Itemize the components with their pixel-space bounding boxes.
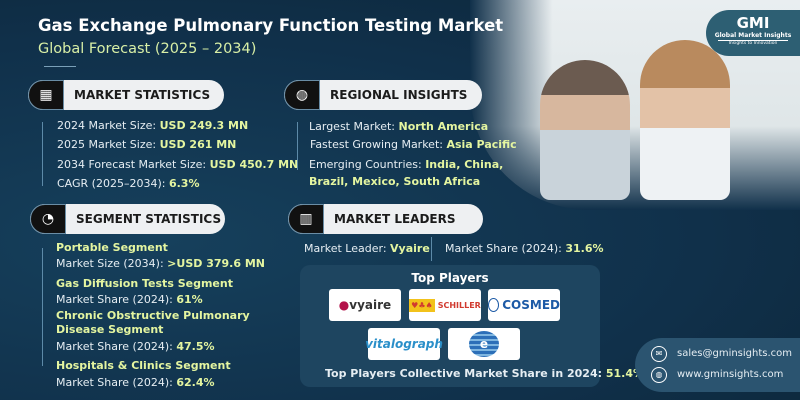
page-subtitle: Global Forecast (2025 – 2034) (38, 41, 257, 57)
segment-item: Market Share (2024): 62.4% (56, 376, 215, 389)
website-link[interactable]: www.gminsights.com (677, 369, 784, 380)
timeline-line (42, 122, 43, 186)
segment-name: Gas Diffusion Tests Segment (56, 277, 233, 290)
section-heading: MARKET LEADERS (334, 212, 456, 226)
page-title: Gas Exchange Pulmonary Function Testing … (38, 16, 504, 35)
market-leader: Market Leader: Vyaire (304, 242, 430, 255)
market-leaders-header: ▥ MARKET LEADERS (288, 204, 483, 234)
top-players-panel: Top Players ● vyaire ♥♣♠ SCHILLER COSMED v… (300, 265, 644, 387)
e-logo: e (448, 328, 520, 360)
logo-tagline: Insights to Innovation (718, 40, 788, 46)
vitalograph-logo: vitalograph (365, 328, 443, 360)
vyaire-logo: ● vyaire (329, 289, 401, 321)
email-link[interactable]: sales@gminsights.com (677, 348, 793, 359)
divider (431, 237, 432, 261)
regional-insights-header: ◍ REGIONAL INSIGHTS (284, 80, 482, 110)
region-item: Fastest Growing Market: Asia Pacific (310, 138, 517, 151)
mail-icon: ✉ (651, 346, 667, 362)
segment-item: Market Share (2024): 61% (56, 293, 203, 306)
section-heading: MARKET STATISTICS (74, 88, 211, 102)
stat-item: 2024 Market Size: USD 249.3 MN (57, 119, 249, 132)
section-heading: SEGMENT STATISTICS (76, 212, 222, 226)
segment-item: Market Size (2034): >USD 379.6 MN (56, 257, 265, 270)
stat-item: CAGR (2025–2034): 6.3% (57, 177, 200, 190)
region-item-cont: Brazil, Mexico, South Africa (309, 175, 481, 188)
divider (44, 66, 76, 67)
clinician-figure (640, 40, 730, 200)
segment-name: Portable Segment (56, 241, 168, 254)
segment-statistics-header: ◔ SEGMENT STATISTICS (30, 204, 225, 234)
segment-name: Chronic Obstructive Pulmonary (56, 309, 250, 322)
stat-item: 2034 Forecast Market Size: USD 450.7 MN (57, 158, 299, 171)
segment-name-cont: Disease Segment (56, 323, 164, 336)
stat-item: 2025 Market Size: USD 261 MN (57, 138, 237, 151)
timeline-line (297, 122, 298, 170)
region-item: Largest Market: North America (309, 120, 489, 133)
globe-icon: ◍ (284, 80, 320, 110)
gmi-logo: GMI Global Market Insights Insights to I… (706, 10, 800, 56)
globe-icon: ◍ (651, 367, 667, 383)
leaders-chart-icon: ▥ (288, 204, 324, 234)
segment-item: Market Share (2024): 47.5% (56, 340, 215, 353)
collective-share: Top Players Collective Market Share in 2… (325, 367, 644, 380)
logo-mark: GMI (736, 14, 770, 32)
logo-name: Global Market Insights (714, 32, 792, 39)
region-item: Emerging Countries: India, China, (309, 158, 504, 171)
market-statistics-header: ▦ MARKET STATISTICS (28, 80, 224, 110)
patient-figure (540, 60, 630, 200)
section-heading: REGIONAL INSIGHTS (330, 88, 468, 102)
contact-panel: ✉ sales@gminsights.com ◍ www.gminsights.… (635, 338, 800, 392)
top-players-title: Top Players (411, 271, 489, 285)
cosmed-logo: COSMED (488, 289, 560, 321)
schiller-logo: ♥♣♠ SCHILLER (409, 289, 481, 321)
segment-name: Hospitals & Clinics Segment (56, 359, 231, 372)
chart-globe-icon: ▦ (28, 80, 64, 110)
segment-chart-icon: ◔ (30, 204, 66, 234)
leader-share: Market Share (2024): 31.6% (445, 242, 604, 255)
timeline-line (42, 248, 43, 366)
